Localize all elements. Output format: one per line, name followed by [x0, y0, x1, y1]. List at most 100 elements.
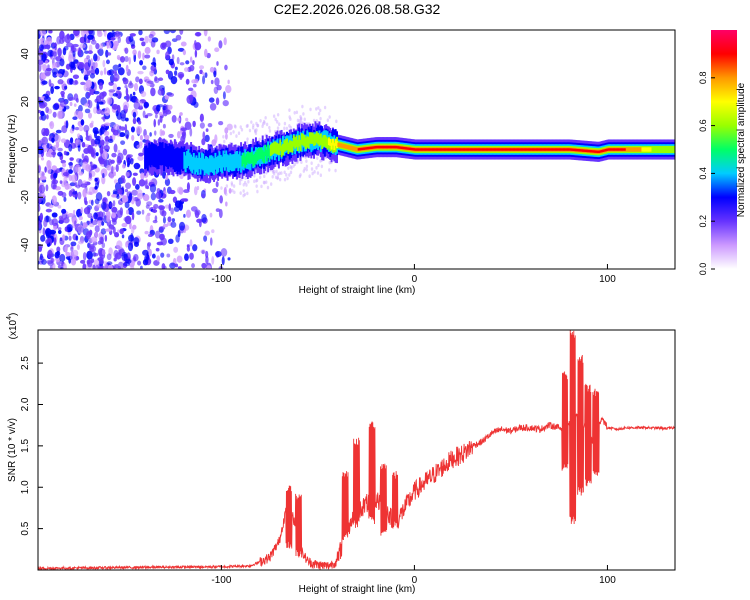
spectrogram-noise-blob	[69, 128, 75, 134]
spectrogram-ridge-cell	[261, 150, 264, 162]
spectrogram-ridge-cell	[337, 142, 340, 147]
spectrogram-noise-blob	[113, 171, 116, 177]
spectrogram-noise-blob	[94, 62, 98, 68]
spectrogram-noise-blob	[137, 120, 142, 125]
spectrogram-noise-blob	[209, 237, 213, 246]
spectrogram-noise-blob	[39, 44, 44, 52]
spectrogram-noise-blob	[144, 134, 150, 141]
spectrogram-ridge-cell	[649, 147, 652, 152]
spectrogram-noise-blob	[141, 41, 146, 47]
spectrogram-ridge-cell	[326, 138, 329, 150]
spectrogram-noise-blob	[136, 210, 142, 215]
spectrogram-noise-blob	[287, 166, 290, 170]
spectrogram-noise-blob	[276, 112, 280, 117]
spectrogram-noise-blob	[85, 129, 89, 138]
spectrogram-ridge-cell	[390, 145, 393, 149]
spectrogram-ridge-cell	[259, 147, 261, 160]
spectrogram-noise-blob	[98, 82, 104, 90]
spectrogram-ridge-cell	[152, 143, 155, 167]
spectrogram-ridge-cell	[367, 146, 370, 150]
spectrogram-noise-blob	[186, 95, 194, 104]
spectrogram-noise-blob	[245, 124, 249, 129]
spectrogram-ridge-cell	[534, 148, 537, 151]
spectrogram-noise-blob	[135, 76, 140, 83]
spectrogram-noise-blob	[233, 190, 236, 195]
spectrogram-noise-blob	[135, 98, 139, 104]
spectrogram-noise-blob	[317, 111, 321, 116]
spectrogram-noise-blob	[106, 261, 113, 266]
spectrogram-ridge-cell	[498, 148, 501, 151]
spectrogram-ridge-cell	[252, 155, 255, 167]
spectrogram-noise-blob	[181, 131, 186, 137]
spectrogram-noise-blob	[129, 93, 133, 102]
spectrogram-ridge-cell	[600, 149, 603, 153]
spectrogram-noise-blob	[119, 109, 126, 119]
spectrogram-noise-blob	[52, 103, 60, 111]
snr-x-tick-label: 0	[412, 575, 418, 586]
spectrogram-ridge-cell	[203, 158, 206, 176]
spectrogram-noise-blob	[72, 209, 76, 216]
spectrogram-noise-blob	[135, 125, 143, 135]
spectrogram-noise-blob	[74, 79, 78, 85]
spectrogram-noise-blob	[205, 250, 209, 259]
spectrogram-ridge-cell	[306, 136, 309, 148]
spectrogram-ridge-cell	[150, 142, 153, 166]
spectrogram-noise-blob	[38, 220, 42, 229]
spectrogram-noise-blob	[262, 119, 266, 124]
spectrogram-y-tick-label: 0	[20, 146, 31, 152]
spectrogram-noise-blob	[214, 77, 220, 86]
spectrogram-noise-blob	[194, 40, 197, 47]
spectrogram-noise-blob	[238, 181, 242, 186]
spectrogram-noise-blob	[141, 209, 145, 215]
spectrogram-ridge-cell	[572, 148, 575, 151]
spectrogram-noise-blob	[61, 125, 68, 134]
spectrogram-ridge-cell	[506, 148, 509, 151]
snr-y-tick-label: 1.0	[20, 480, 31, 494]
spectrogram-noise-blob	[315, 166, 318, 170]
spectrogram-noise-blob	[117, 229, 121, 233]
spectrogram-ridge-cell	[508, 148, 511, 151]
spectrogram-noise-blob	[131, 211, 135, 221]
spectrogram-noise-blob	[299, 116, 303, 121]
spectrogram-noise-blob	[63, 176, 68, 182]
spectrogram-noise-blob	[63, 150, 67, 156]
spectrogram-ridge-cell	[286, 138, 288, 150]
spectrogram-noise-blob	[108, 89, 116, 93]
spectrogram-noise-blob	[131, 134, 135, 141]
spectrogram-ridge-cell	[145, 145, 148, 169]
snr-y-tick-label: 1.5	[20, 438, 31, 452]
spectrogram-noise-blob	[311, 171, 314, 176]
spectrogram-noise-blob	[315, 107, 318, 111]
spectrogram-noise-blob	[54, 251, 60, 259]
spectrogram-ridge-cell	[409, 147, 411, 151]
spectrogram-ridge-cell	[400, 146, 403, 150]
spectrogram-ridge-cell	[449, 148, 452, 151]
spectrogram-noise-blob	[153, 119, 156, 128]
spectrogram-noise-blob	[207, 122, 213, 128]
spectrogram-noise-blob	[167, 92, 175, 97]
spectrogram-ridge-cell	[633, 147, 636, 152]
spectrogram-noise-blob	[38, 177, 41, 184]
spectrogram-noise-blob	[91, 220, 98, 226]
spectrogram-noise-blob	[276, 126, 280, 130]
spectrogram-noise-blob	[173, 246, 179, 253]
spectrogram-ridge-cell	[271, 143, 274, 155]
spectrogram-ridge-cell	[375, 145, 378, 149]
spectrogram-noise-blob	[90, 68, 96, 75]
spectrogram-ridge-cell	[422, 148, 425, 151]
spectrogram-noise-blob	[95, 42, 100, 50]
spectrogram-noise-blob	[258, 137, 261, 142]
spectrogram-noise-blob	[97, 31, 103, 38]
spectrogram-noise-blob	[101, 249, 106, 256]
spectrogram-noise-blob	[187, 87, 194, 92]
spectrogram-noise-blob	[90, 39, 97, 45]
spectrogram-ridge-cell	[603, 149, 606, 152]
spectrogram-ridge-cell	[533, 148, 536, 151]
spectrogram-ridge-cell	[495, 148, 498, 151]
spectrogram-noise-blob	[208, 97, 215, 103]
spectrogram-noise-blob	[89, 146, 94, 152]
spectrogram-noise-blob	[51, 165, 57, 171]
spectrogram-noise-blob	[124, 47, 129, 54]
spectrogram-noise-blob	[242, 189, 245, 193]
